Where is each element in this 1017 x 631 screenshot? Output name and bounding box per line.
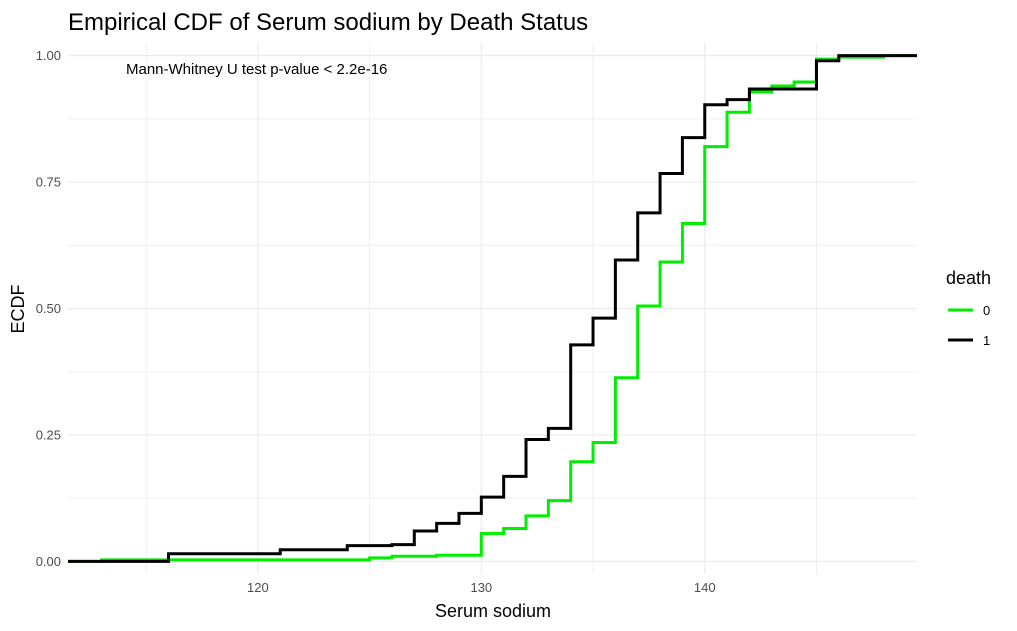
y-tick-label: 0.25 (36, 427, 61, 442)
legend-label-1: 1 (983, 333, 990, 348)
x-tick-label: 120 (247, 580, 269, 595)
y-tick-labels: 0.00 0.25 0.50 0.75 1.00 (36, 48, 61, 569)
y-tick-label: 0.50 (36, 301, 61, 316)
series-line-0 (68, 54, 917, 563)
x-axis-title: Serum sodium (435, 601, 551, 621)
legend-label-0: 0 (983, 303, 990, 318)
y-tick-label: 1.00 (36, 48, 61, 63)
y-axis-title: ECDF (8, 284, 28, 333)
chart-title: Empirical CDF of Serum sodium by Death S… (68, 9, 588, 36)
y-tick-label: 0.00 (36, 554, 61, 569)
series-line-1 (68, 54, 917, 563)
test-annotation: Mann-Whitney U test p-value < 2.2e-16 (126, 61, 387, 78)
x-tick-label: 140 (694, 580, 716, 595)
legend: death 0 1 (946, 268, 991, 348)
major-gridlines (68, 43, 917, 574)
y-tick-label: 0.75 (36, 175, 61, 190)
x-tick-label: 130 (470, 580, 492, 595)
series-layer (68, 54, 917, 563)
x-tick-labels: 120 130 140 (247, 580, 716, 595)
legend-title: death (946, 268, 991, 288)
